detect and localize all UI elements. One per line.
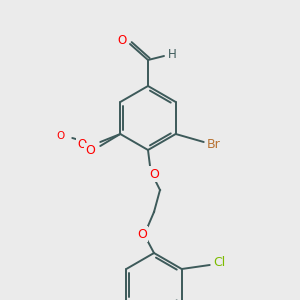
Text: O: O [117,34,127,46]
Text: Br: Br [207,137,220,151]
Text: O: O [78,137,87,151]
Text: O: O [85,145,95,158]
Text: Cl: Cl [214,256,226,269]
Text: O: O [149,167,159,181]
Text: O: O [137,227,147,241]
Text: O: O [56,131,64,141]
Text: H: H [168,47,176,61]
